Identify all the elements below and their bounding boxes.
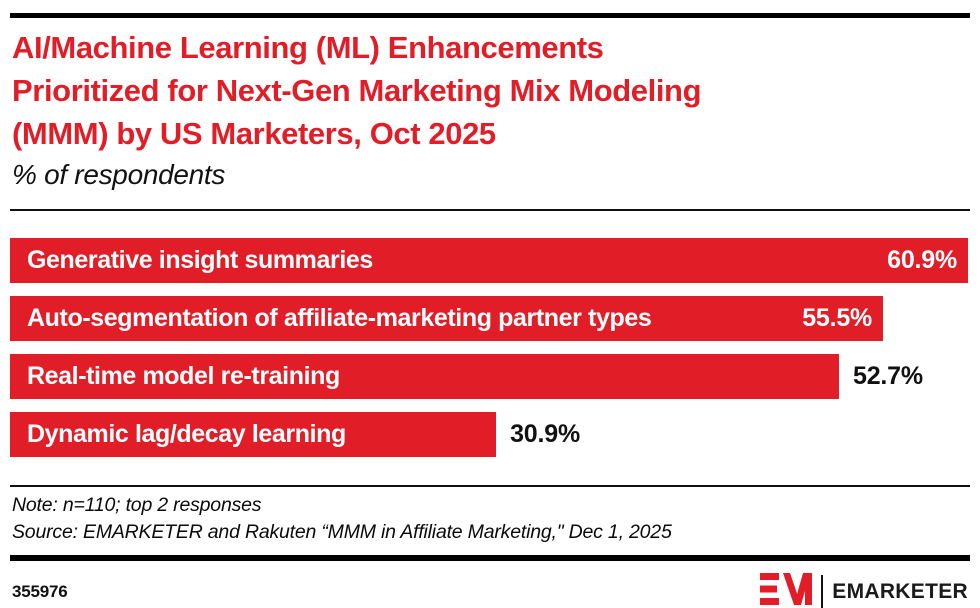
chart-id: 355976 — [12, 581, 68, 601]
bar: Dynamic lag/decay learning — [10, 412, 497, 457]
bar: Auto-segmentation of affiliate-marketing… — [10, 296, 884, 341]
bar-category-label: Dynamic lag/decay learning — [27, 420, 346, 448]
bar: Real-time model re-training — [10, 354, 839, 399]
bar-value-label: 30.9% — [510, 420, 580, 448]
notes-block: Note: n=110; top 2 responses Source: EMA… — [12, 492, 968, 546]
brand-divider — [821, 574, 824, 608]
chart-title-line-3: (MMM) by US Marketers, Oct 2025 — [12, 116, 496, 151]
bar-value-label: 60.9% — [887, 246, 957, 274]
bar-row: Auto-segmentation of affiliate-marketing… — [10, 296, 970, 341]
bar-row: Real-time model re-training 52.7% — [10, 354, 970, 399]
brand-lockup: EMARKETER — [760, 572, 968, 608]
bar-category-label: Auto-segmentation of affiliate-marketing… — [27, 304, 652, 332]
bar-row: Dynamic lag/decay learning 30.9% — [10, 412, 970, 457]
brand-wordmark: EMARKETER — [832, 579, 968, 603]
bottom-rule — [10, 555, 970, 561]
bar-value-label: 52.7% — [853, 362, 923, 390]
bar-chart: Generative insight summaries 60.9% Auto-se… — [10, 238, 970, 457]
chart-title-line-1: AI/Machine Learning (ML) Enhancements — [12, 30, 604, 65]
chart-title-line-2: Prioritized for Next-Gen Marketing Mix M… — [12, 73, 702, 108]
top-rule — [10, 13, 970, 18]
chart-title: AI/Machine Learning (ML) Enhancements Pr… — [12, 26, 968, 155]
source-text: Source: EMARKETER and Rakuten “MMM in Af… — [12, 521, 672, 543]
footer-bar: 355976 EMARKETER — [12, 572, 968, 608]
subtitle-rule — [10, 209, 970, 211]
chart-subtitle: % of respondents — [12, 159, 226, 190]
bar-category-label: Real-time model re-training — [27, 362, 340, 390]
emarketer-em-monogram-icon — [760, 572, 813, 608]
note-text: Note: n=110; top 2 responses — [12, 494, 262, 516]
bar-value-label: 55.5% — [802, 304, 873, 332]
bar: Generative insight summaries 60.9% — [10, 238, 968, 283]
bar-category-label: Generative insight summaries — [27, 246, 373, 274]
bar-row: Generative insight summaries 60.9% — [10, 238, 970, 283]
note-rule — [10, 485, 970, 487]
